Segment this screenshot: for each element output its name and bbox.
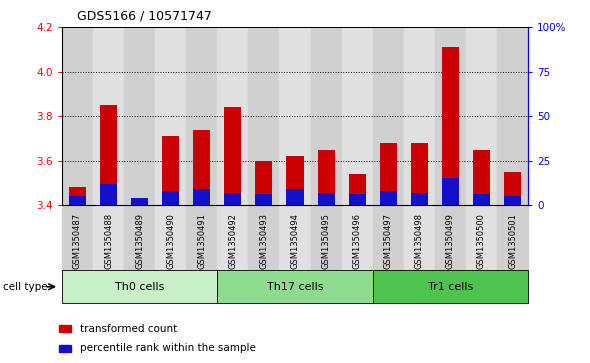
- Bar: [287, 189, 303, 205]
- Text: GSM1350492: GSM1350492: [228, 213, 237, 269]
- Bar: [380, 143, 396, 205]
- Text: GSM1350490: GSM1350490: [166, 213, 175, 269]
- Bar: [349, 195, 366, 205]
- Bar: [442, 179, 459, 205]
- Text: GSM1350489: GSM1350489: [135, 213, 144, 269]
- Text: transformed count: transformed count: [80, 323, 177, 334]
- Text: GSM1350499: GSM1350499: [446, 213, 455, 269]
- Bar: [287, 156, 303, 205]
- Bar: [224, 193, 241, 205]
- Bar: [131, 201, 148, 205]
- Text: GSM1350494: GSM1350494: [290, 213, 300, 269]
- Bar: [380, 191, 396, 205]
- Text: Tr1 cells: Tr1 cells: [428, 282, 473, 292]
- Bar: [349, 174, 366, 205]
- Bar: [162, 191, 179, 205]
- Text: percentile rank within the sample: percentile rank within the sample: [80, 343, 255, 354]
- Bar: [100, 184, 117, 205]
- Bar: [310, 27, 342, 205]
- Bar: [317, 193, 335, 205]
- Bar: [504, 172, 521, 205]
- Text: GSM1350497: GSM1350497: [384, 213, 393, 269]
- Bar: [411, 143, 428, 205]
- Bar: [404, 27, 435, 205]
- Text: GSM1350501: GSM1350501: [508, 213, 517, 269]
- Text: GSM1350488: GSM1350488: [104, 212, 113, 269]
- Bar: [93, 27, 124, 205]
- Text: GSM1350487: GSM1350487: [73, 212, 82, 269]
- Bar: [435, 27, 466, 205]
- Text: GSM1350495: GSM1350495: [322, 213, 330, 269]
- Bar: [155, 27, 186, 205]
- Text: GSM1350491: GSM1350491: [197, 213, 206, 269]
- Bar: [255, 195, 273, 205]
- Bar: [124, 27, 155, 205]
- Bar: [473, 150, 490, 205]
- Bar: [186, 27, 217, 205]
- Bar: [442, 47, 459, 205]
- Bar: [100, 105, 117, 205]
- Text: Th0 cells: Th0 cells: [115, 282, 165, 292]
- Bar: [194, 130, 210, 205]
- Bar: [497, 27, 528, 205]
- Text: GSM1350500: GSM1350500: [477, 213, 486, 269]
- Text: GSM1350498: GSM1350498: [415, 213, 424, 269]
- Bar: [373, 27, 404, 205]
- Text: GSM1350493: GSM1350493: [260, 213, 268, 269]
- Bar: [162, 136, 179, 205]
- Bar: [217, 27, 248, 205]
- Bar: [62, 27, 93, 205]
- Bar: [317, 150, 335, 205]
- Text: GDS5166 / 10571747: GDS5166 / 10571747: [77, 9, 212, 22]
- Text: cell type: cell type: [3, 282, 48, 292]
- Bar: [342, 27, 373, 205]
- Bar: [466, 27, 497, 205]
- Bar: [69, 187, 86, 205]
- Bar: [473, 195, 490, 205]
- Bar: [411, 193, 428, 205]
- Text: Th17 cells: Th17 cells: [267, 282, 323, 292]
- Bar: [255, 160, 273, 205]
- Text: GSM1350496: GSM1350496: [353, 213, 362, 269]
- Bar: [280, 27, 310, 205]
- Bar: [248, 27, 280, 205]
- Bar: [224, 107, 241, 205]
- Bar: [131, 198, 148, 205]
- Bar: [194, 189, 210, 205]
- Bar: [504, 196, 521, 205]
- Bar: [69, 196, 86, 205]
